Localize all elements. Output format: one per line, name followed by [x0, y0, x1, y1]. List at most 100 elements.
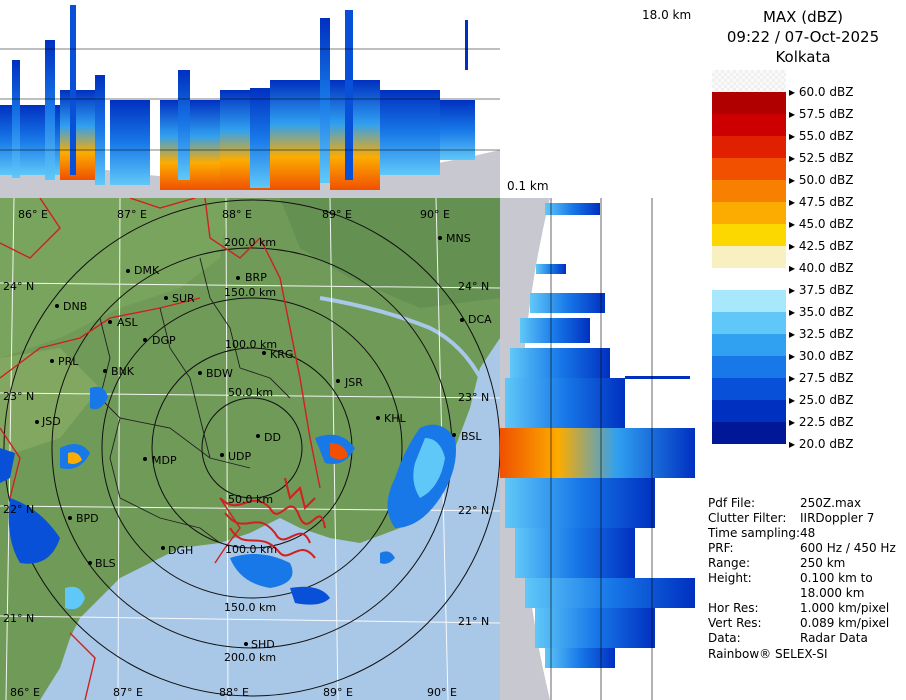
range-label: 200.0 km	[224, 236, 276, 249]
legend-swatch	[712, 356, 786, 378]
info-value: 250 km	[800, 556, 846, 570]
lat-label: 23° N	[3, 390, 34, 403]
legend-label: ▸ 55.0 dBZ	[789, 129, 854, 143]
height-label-top: 18.0 km	[642, 8, 692, 22]
range-label-group: 50.0 km 100.0 km 150.0 km 200.0 km 50.0 …	[224, 236, 277, 664]
legend-label: ▸ 45.0 dBZ	[789, 217, 854, 231]
city-label: UDP	[228, 450, 252, 463]
legend-label: ▸ 47.5 dBZ	[789, 195, 854, 209]
city-label: DNB	[63, 300, 87, 313]
range-label: 50.0 km	[228, 493, 273, 506]
lon-label: 87° E	[117, 208, 147, 221]
map-echoes	[0, 386, 456, 610]
city-label: JSR	[344, 376, 363, 389]
lat-label: 22° N	[3, 503, 34, 516]
legend-swatch	[712, 246, 786, 268]
city-label: JSD	[41, 415, 61, 428]
info-label: Pdf File:	[708, 496, 756, 510]
city-label: KRG	[270, 348, 293, 361]
legend-swatch	[712, 70, 786, 92]
radar-map: 50.0 km 100.0 km 150.0 km 200.0 km 50.0 …	[0, 198, 500, 700]
legend-label: ▸ 30.0 dBZ	[789, 349, 854, 363]
legend-swatch	[712, 92, 786, 114]
district-boundaries	[99, 257, 291, 544]
legend-label: ▸ 37.5 dBZ	[789, 283, 854, 297]
lon-label: 90° E	[420, 208, 450, 221]
right-profile-chart	[500, 198, 695, 700]
legend-swatch	[712, 334, 786, 356]
station-title: Kolkata	[775, 48, 831, 66]
info-label: Data:	[708, 631, 741, 645]
lon-label: 90° E	[427, 686, 457, 699]
legend-swatch	[712, 268, 786, 290]
lon-label: 89° E	[322, 208, 352, 221]
info-value: IIRDoppler 7	[800, 511, 875, 525]
city-label: DGP	[152, 334, 176, 347]
legend-label: ▸ 32.5 dBZ	[789, 327, 854, 341]
city-label: BPD	[76, 512, 99, 525]
city-label: DMK	[134, 264, 160, 277]
info-value: 0.100 km to	[800, 571, 873, 585]
city-label: KHL	[384, 412, 406, 425]
info-value: 250Z.max	[800, 496, 862, 510]
lon-label: 88° E	[219, 686, 249, 699]
info-value: 1.000 km/pixel	[800, 601, 890, 615]
info-label: Height:	[708, 571, 752, 585]
info-label: Time sampling:	[708, 526, 801, 540]
lat-label: 22° N	[458, 504, 489, 517]
info-value: 0.089 km/pixel	[800, 616, 890, 630]
info-value: Radar Data	[800, 631, 868, 645]
legend-label: ▸ 42.5 dBZ	[789, 239, 854, 253]
city-label: PRL	[58, 355, 79, 368]
range-label: 100.0 km	[225, 338, 277, 351]
range-label: 200.0 km	[224, 651, 276, 664]
legend-swatch	[712, 312, 786, 334]
info-value: 600 Hz / 450 Hz	[800, 541, 896, 555]
lon-label: 89° E	[323, 686, 353, 699]
city-labels: MNS DMK BRP SUR DNB ASL DCA DGP KRG PRL …	[35, 232, 492, 651]
legend-label: ▸ 50.0 dBZ	[789, 173, 854, 187]
top-profile-chart	[0, 5, 500, 198]
delta-boundaries	[219, 477, 326, 559]
legend-swatch	[712, 224, 786, 246]
info-label: Clutter Filter:	[708, 511, 787, 525]
legend-swatch	[712, 180, 786, 202]
legend-swatch	[712, 422, 786, 444]
info-label: Vert Res:	[708, 616, 762, 630]
footer-credit: Rainbow® SELEX-SI	[708, 647, 828, 661]
range-label: 150.0 km	[224, 601, 276, 614]
legend-swatch	[712, 158, 786, 180]
land-area	[0, 198, 500, 700]
info-label: PRF:	[708, 541, 734, 555]
corner-panel: 18.0 km 0.1 km	[500, 0, 700, 198]
city-label: SUR	[172, 292, 195, 305]
lat-label: 24° N	[458, 280, 489, 293]
legend-swatch	[712, 202, 786, 224]
city-label: BDW	[206, 367, 233, 380]
map-svg: 50.0 km 100.0 km 150.0 km 200.0 km 50.0 …	[0, 198, 500, 700]
legend-swatch	[712, 114, 786, 136]
city-label: BLS	[95, 557, 116, 570]
city-label: ASL	[117, 316, 139, 329]
height-label-bottom: 0.1 km	[507, 179, 549, 193]
city-label: DCA	[468, 313, 492, 326]
info-label: Range:	[708, 556, 751, 570]
city-label: SHD	[251, 638, 275, 651]
legend-label: ▸ 52.5 dBZ	[789, 151, 854, 165]
info-value: 48	[800, 526, 816, 540]
product-title: MAX (dBZ)	[762, 8, 844, 26]
legend-label: ▸ 27.5 dBZ	[789, 371, 854, 385]
lon-label: 88° E	[222, 208, 252, 221]
city-label: DD	[264, 431, 281, 444]
top-echo-bars	[0, 5, 475, 190]
lat-label: 21° N	[3, 612, 34, 625]
city-label: DGH	[168, 544, 193, 557]
datetime-title: 09:22 / 07-Oct-2025	[726, 28, 880, 46]
terrain-shadow	[500, 198, 550, 700]
axis-labels: 86° E 87° E 88° E 89° E 90° E 86° E 87° …	[3, 208, 489, 699]
legend-label: ▸ 60.0 dBZ	[789, 85, 854, 99]
state-boundaries	[0, 198, 321, 700]
lat-label: 23° N	[458, 391, 489, 404]
legend-swatch	[712, 400, 786, 422]
legend-swatch	[712, 378, 786, 400]
